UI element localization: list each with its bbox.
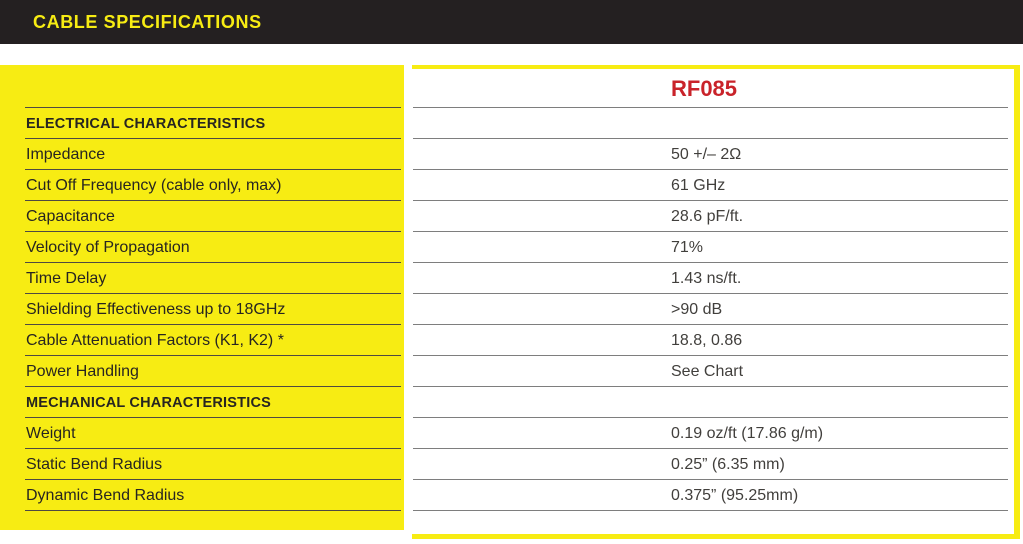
spec-row-value-dynamic-bend-radius: 0.375” (95.25mm) <box>412 480 1014 511</box>
spec-row-value-mechanical-section <box>412 387 1014 418</box>
spec-row-value-shielding-effectiveness: >90 dB <box>412 294 1014 325</box>
spec-row-value-cutoff-frequency: 61 GHz <box>412 170 1014 201</box>
values-column: RF085 50 +/– 2Ω 61 GHz 28.6 pF/ft. 71% 1… <box>412 65 1020 539</box>
spec-row-value-power-handling: See Chart <box>412 356 1014 387</box>
page-title: CABLE SPECIFICATIONS <box>33 11 262 32</box>
spec-row-value-cable-attenuation-factors: 18.8, 0.86 <box>412 325 1014 356</box>
spec-row-value-weight: 0.19 oz/ft (17.86 g/m) <box>412 418 1014 449</box>
product-column-header: RF085 <box>412 69 1014 108</box>
spec-row-value-capacitance: 28.6 pF/ft. <box>412 201 1014 232</box>
labels-column: ELECTRICAL CHARACTERISTICS Impedance Cut… <box>0 65 404 530</box>
spec-row-label-power-handling: Power Handling <box>0 356 404 387</box>
spec-row-label-static-bend-radius: Static Bend Radius <box>0 449 404 480</box>
section-header-electrical: ELECTRICAL CHARACTERISTICS <box>0 108 404 139</box>
spec-row-value-static-bend-radius: 0.25” (6.35 mm) <box>412 449 1014 480</box>
values-column-footer-spacer <box>412 511 1014 534</box>
spec-row-label-weight: Weight <box>0 418 404 449</box>
section-header-mechanical: MECHANICAL CHARACTERISTICS <box>0 387 404 418</box>
spec-row-value-electrical-section <box>412 108 1014 139</box>
spec-row-label-impedance: Impedance <box>0 139 404 170</box>
spec-row-value-impedance: 50 +/– 2Ω <box>412 139 1014 170</box>
spec-row-label-shielding-effectiveness: Shielding Effectiveness up to 18GHz <box>0 294 404 325</box>
spec-row-label-time-delay: Time Delay <box>0 263 404 294</box>
spec-row-label-capacitance: Capacitance <box>0 201 404 232</box>
spec-row-value-velocity-of-propagation: 71% <box>412 232 1014 263</box>
product-name: RF085 <box>671 75 738 101</box>
spec-row-label-cable-attenuation-factors: Cable Attenuation Factors (K1, K2) * <box>0 325 404 356</box>
labels-column-footer-spacer <box>0 511 404 530</box>
spec-row-label-dynamic-bend-radius: Dynamic Bend Radius <box>0 480 404 511</box>
labels-column-header-spacer <box>0 65 404 108</box>
spec-row-label-velocity-of-propagation: Velocity of Propagation <box>0 232 404 263</box>
header-bar: CABLE SPECIFICATIONS <box>0 0 1023 44</box>
spec-row-value-time-delay: 1.43 ns/ft. <box>412 263 1014 294</box>
spec-row-label-cutoff-frequency: Cut Off Frequency (cable only, max) <box>0 170 404 201</box>
